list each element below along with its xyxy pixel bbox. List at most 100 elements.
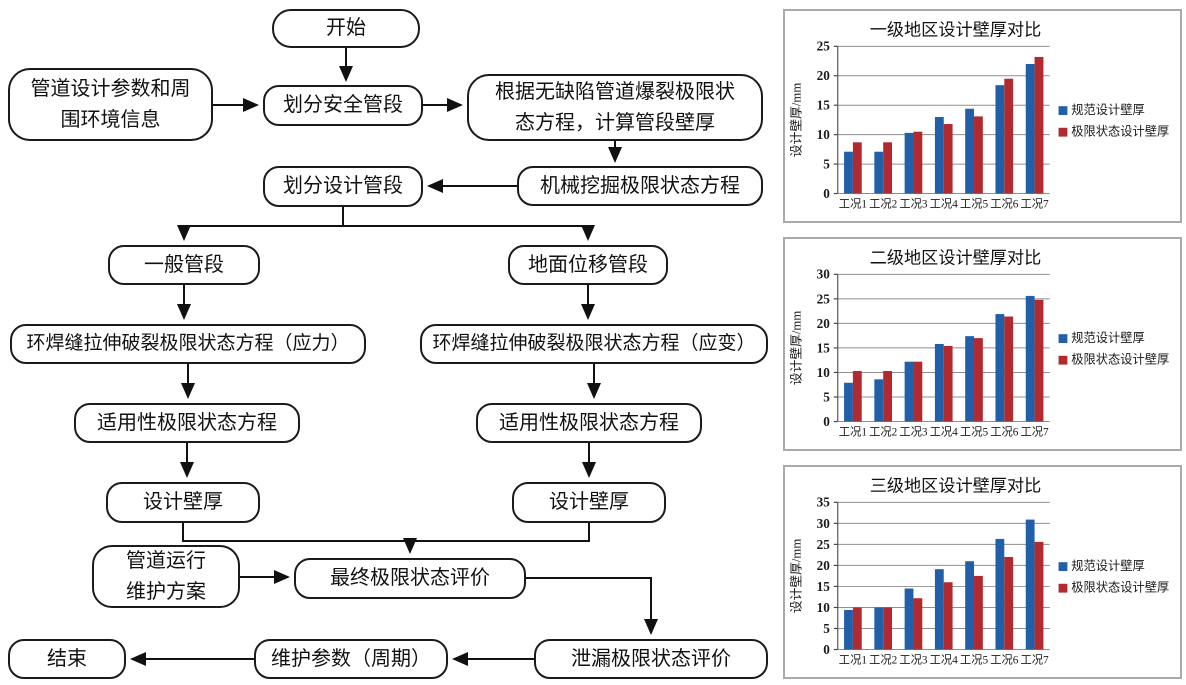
legend-label-limit: 极限状态设计壁厚 [1071, 580, 1169, 595]
y-tick-label: 20 [817, 316, 831, 331]
node-general-segment-label: 一般管段 [144, 253, 224, 276]
chart-title: 三级地区设计壁厚对比 [870, 477, 1042, 496]
y-tick-label: 20 [817, 68, 831, 83]
y-axis-label: 设计壁厚/mm [789, 83, 803, 157]
bar-code-cat6 [995, 314, 1005, 422]
node-start: 开始 [272, 9, 420, 48]
node-mech-excav-label: 机械挖掘极限状态方程 [540, 174, 740, 197]
legend-label-limit: 极限状态设计壁厚 [1071, 124, 1169, 139]
x-category-label: 工况2 [869, 197, 898, 210]
y-tick-label: 15 [817, 579, 831, 594]
bar-limit-cat3 [913, 131, 923, 194]
node-maintenance-plan-label: 管道运行 维护方案 [126, 549, 206, 603]
y-tick-label: 10 [817, 600, 831, 615]
node-serviceability-right: 适用性极限状态方程 [476, 403, 702, 443]
bar-code-cat3 [904, 361, 914, 422]
bar-code-cat2 [874, 151, 884, 194]
chart-title: 二级地区设计壁厚对比 [870, 249, 1042, 268]
bar-limit-cat3 [913, 361, 923, 422]
bar-limit-cat7 [1034, 541, 1044, 650]
node-maintenance-plan: 管道运行 维护方案 [92, 545, 240, 608]
legend-label-code: 规范设计壁厚 [1071, 330, 1145, 345]
y-tick-label: 0 [823, 186, 830, 201]
bar-code-cat3 [904, 132, 914, 194]
x-category-label: 工况7 [1020, 653, 1049, 666]
node-divide-design-label: 划分设计管段 [283, 175, 403, 197]
bar-limit-cat6 [1004, 557, 1014, 650]
node-start-label: 开始 [326, 17, 366, 39]
bar-code-cat1 [844, 151, 853, 194]
node-divide-safety-label: 划分安全管段 [283, 94, 403, 116]
y-tick-label: 30 [817, 267, 831, 282]
node-serviceability-left-label: 适用性极限状态方程 [97, 411, 277, 434]
x-category-label: 工况7 [1020, 197, 1049, 210]
node-serviceability-right-label: 适用性极限状态方程 [499, 411, 679, 434]
y-tick-label: 5 [823, 389, 830, 404]
node-design-wall-left-label: 设计壁厚 [143, 491, 223, 513]
legend-swatch-code [1058, 106, 1068, 116]
bar-limit-cat6 [1004, 78, 1014, 194]
arrow-final-to-leak [526, 577, 658, 635]
x-category-label: 工况6 [990, 425, 1019, 438]
node-end-label: 结束 [47, 647, 87, 670]
y-tick-label: 30 [817, 516, 831, 531]
legend-label-code: 规范设计壁厚 [1071, 102, 1145, 117]
node-end: 结束 [8, 639, 126, 679]
node-girth-weld-strain-label: 环焊缝拉伸破裂极限状态方程（应变） [432, 333, 756, 355]
y-tick-label: 25 [817, 39, 831, 54]
x-category-label: 工况7 [1020, 425, 1049, 438]
y-tick-label: 5 [823, 621, 830, 636]
node-burst-calc-label: 根据无缺陷管道爆裂极限状 态方程，计算管段壁厚 [495, 80, 735, 134]
x-category-label: 工况6 [990, 653, 1019, 666]
bar-code-cat2 [874, 379, 884, 422]
bar-limit-cat4 [943, 124, 953, 194]
node-serviceability-left: 适用性极限状态方程 [74, 403, 300, 443]
bar-limit-cat5 [974, 575, 983, 650]
node-burst-calc: 根据无缺陷管道爆裂极限状 态方程，计算管段壁厚 [467, 74, 763, 141]
bar-limit-cat4 [943, 582, 953, 650]
bar-code-cat5 [965, 561, 975, 650]
y-tick-label: 20 [817, 558, 831, 573]
bar-limit-cat1 [852, 142, 862, 194]
node-design-wall-left: 设计壁厚 [106, 482, 260, 523]
bar-chart-level1: 0 5 10 15 20 25 工况1 工况2 工况3 工况4 工况5 工况6 工况7 一级地区设计壁厚对… [789, 21, 1169, 211]
node-final-eval: 最终极限状态评价 [294, 558, 526, 599]
bar-code-cat7 [1025, 63, 1035, 194]
y-tick-label: 5 [823, 157, 830, 172]
chart-panel-level2: 0 5 10 15 20 25 30 工况1 工况2 工况3 工况4 工况5 工况6 工况7 二级地区设计壁… [783, 237, 1182, 451]
y-axis-label: 设计壁厚/mm [789, 311, 803, 385]
x-category-label: 工况5 [960, 425, 989, 438]
bar-code-cat7 [1025, 519, 1035, 650]
bar-limit-cat2 [883, 370, 893, 422]
x-category-label: 工况3 [899, 653, 928, 666]
charts-column: 0 5 10 15 20 25 工况1 工况2 工况3 工况4 工况5 工况6 工况7 一级地区设计壁厚对… [783, 0, 1183, 685]
node-girth-weld-strain: 环焊缝拉伸破裂极限状态方程（应变） [420, 324, 768, 364]
bar-limit-cat1 [852, 607, 862, 650]
node-ground-segment-label: 地面位移管段 [528, 253, 648, 276]
bar-limit-cat3 [913, 598, 923, 650]
legend-swatch-code [1058, 334, 1068, 344]
legend-swatch-limit [1058, 583, 1068, 593]
node-girth-weld-stress: 环焊缝拉伸破裂极限状态方程（应力） [10, 324, 366, 364]
node-divide-design: 划分设计管段 [263, 166, 423, 207]
flowchart: 开始 管道设计参数和周 围环境信息 划分安全管段 根据无缺陷管道爆裂极限状 态方… [8, 9, 768, 679]
y-tick-label: 10 [817, 365, 831, 380]
x-category-label: 工况3 [899, 197, 928, 210]
bar-code-cat4 [934, 344, 944, 422]
bar-limit-cat7 [1034, 56, 1044, 194]
legend-swatch-limit [1058, 127, 1068, 137]
x-category-label: 工况5 [960, 653, 989, 666]
bar-code-cat4 [934, 569, 944, 650]
x-category-label: 工况2 [869, 653, 898, 666]
legend-swatch-code [1058, 562, 1068, 572]
node-input-info-label: 管道设计参数和周 围环境信息 [30, 77, 191, 131]
bar-chart-level3: 0 5 10 15 20 25 30 35 工况1 工况2 工况3 工况4 工况5 工况6 工况7 三级地区设… [789, 477, 1169, 667]
x-category-label: 工况3 [899, 425, 928, 438]
bar-limit-cat7 [1034, 299, 1044, 422]
legend-label-code: 规范设计壁厚 [1071, 558, 1145, 573]
bar-limit-cat5 [974, 116, 983, 194]
x-category-label: 工况2 [869, 425, 898, 438]
bar-code-cat7 [1025, 295, 1035, 422]
y-tick-label: 15 [817, 98, 831, 113]
